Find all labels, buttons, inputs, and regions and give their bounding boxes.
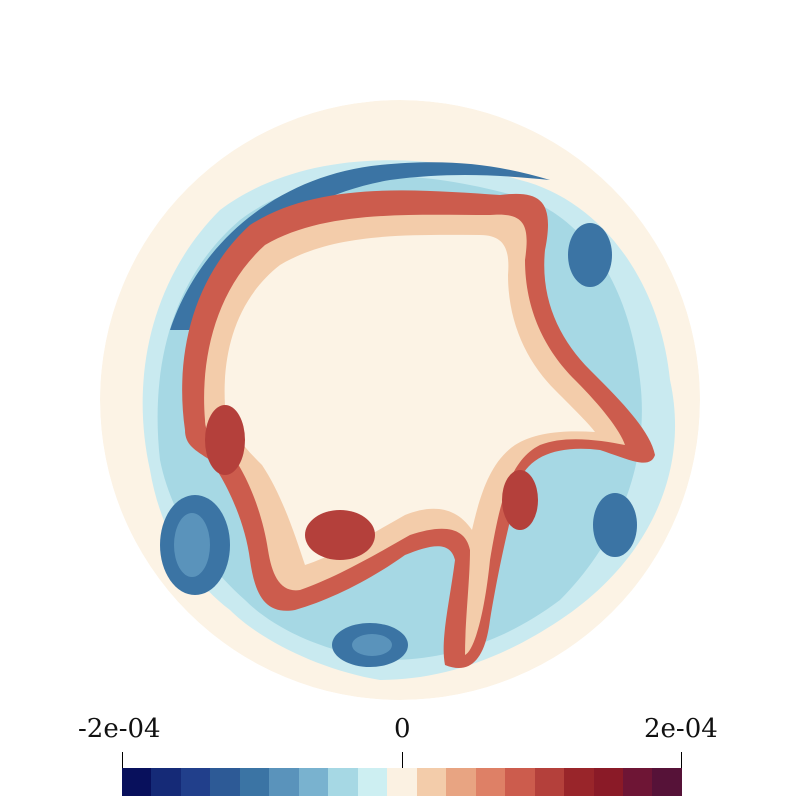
colorbar-swatch [180,768,211,796]
positive-blob-right [502,470,538,530]
colorbar-swatch [328,768,358,796]
vortex-left-core [174,513,210,577]
interior [224,234,595,565]
colorbar-swatch [534,768,565,796]
colorbar-swatch [446,768,476,796]
colorbar-swatch [122,768,152,796]
colorbar [122,768,682,796]
colorbar-swatch [151,768,181,796]
positive-blob-left [205,405,245,475]
colorbar-swatch [505,768,535,796]
colorbar-swatch [239,768,270,796]
colorbar-tick-mid [402,752,403,774]
colorbar-swatch [652,768,682,796]
colorbar-swatch [622,768,653,796]
colorbar-swatch [387,768,417,796]
colorbar-tick-max [681,752,682,774]
colorbar-swatch [564,768,594,796]
colorbar-tick-min [122,752,123,774]
vortex-right [593,493,637,557]
vortex-bottom-core [352,634,392,656]
colorbar-min-label: -2e-04 [78,714,161,744]
vorticity-field [100,100,700,700]
colorbar-max-label: 2e-04 [644,714,718,744]
colorbar-swatch [416,768,447,796]
colorbar-swatch [593,768,623,796]
positive-blob-center [305,510,375,560]
colorbar-swatch [357,768,388,796]
colorbar-swatch [475,768,506,796]
colorbar-swatch [210,768,240,796]
colorbar-swatch [269,768,299,796]
vortex-top-right [568,223,612,287]
colorbar-mid-label: 0 [394,714,411,744]
colorbar-swatch [298,768,329,796]
